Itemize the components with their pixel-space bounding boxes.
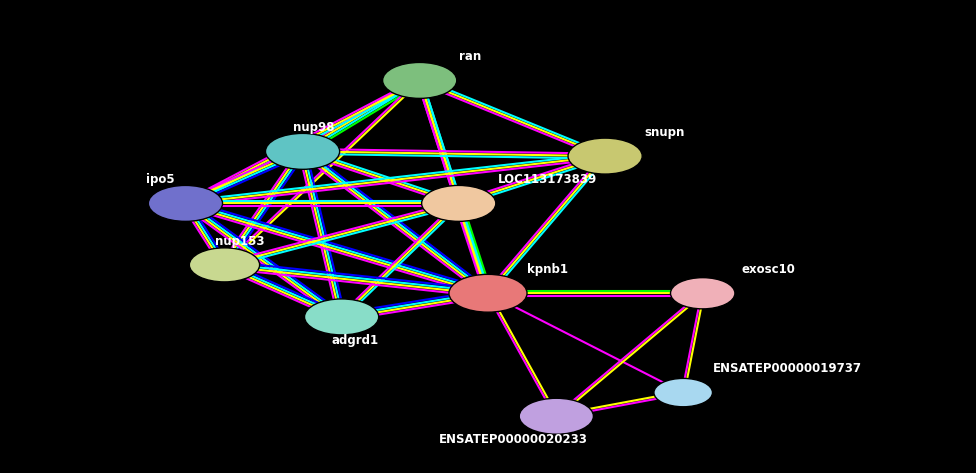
Text: adgrd1: adgrd1 bbox=[332, 334, 379, 347]
Circle shape bbox=[305, 299, 379, 335]
Text: LOC113173839: LOC113173839 bbox=[498, 173, 597, 186]
Text: ENSATEP00000019737: ENSATEP00000019737 bbox=[712, 362, 862, 376]
Circle shape bbox=[519, 398, 593, 434]
Text: snupn: snupn bbox=[644, 126, 684, 139]
Circle shape bbox=[148, 185, 223, 221]
Circle shape bbox=[568, 138, 642, 174]
Circle shape bbox=[671, 278, 735, 309]
Text: ran: ran bbox=[459, 50, 481, 63]
Text: exosc10: exosc10 bbox=[742, 263, 795, 276]
Text: nup98: nup98 bbox=[293, 121, 335, 134]
Circle shape bbox=[383, 62, 457, 98]
Circle shape bbox=[189, 248, 260, 282]
Text: ENSATEP00000020233: ENSATEP00000020233 bbox=[439, 433, 589, 447]
Circle shape bbox=[265, 133, 340, 169]
Circle shape bbox=[449, 274, 527, 312]
Text: ipo5: ipo5 bbox=[146, 173, 175, 186]
Circle shape bbox=[422, 185, 496, 221]
Text: nup153: nup153 bbox=[215, 235, 264, 248]
Text: kpnb1: kpnb1 bbox=[527, 263, 568, 276]
Circle shape bbox=[654, 378, 712, 407]
